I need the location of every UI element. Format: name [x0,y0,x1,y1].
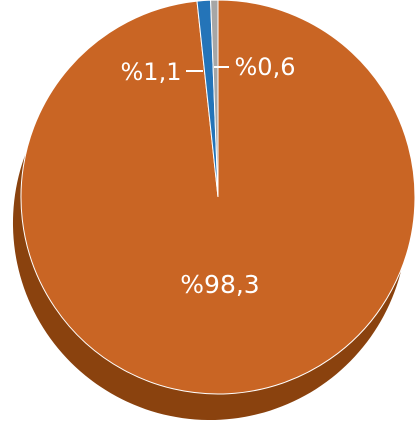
slice-label-2: %1,1 [121,58,182,86]
slice-label-3: %0,6 [235,53,296,81]
slice-label-1: %98,3 [180,270,259,299]
pie-slice-3 [210,0,219,198]
pie-slices [20,0,416,395]
